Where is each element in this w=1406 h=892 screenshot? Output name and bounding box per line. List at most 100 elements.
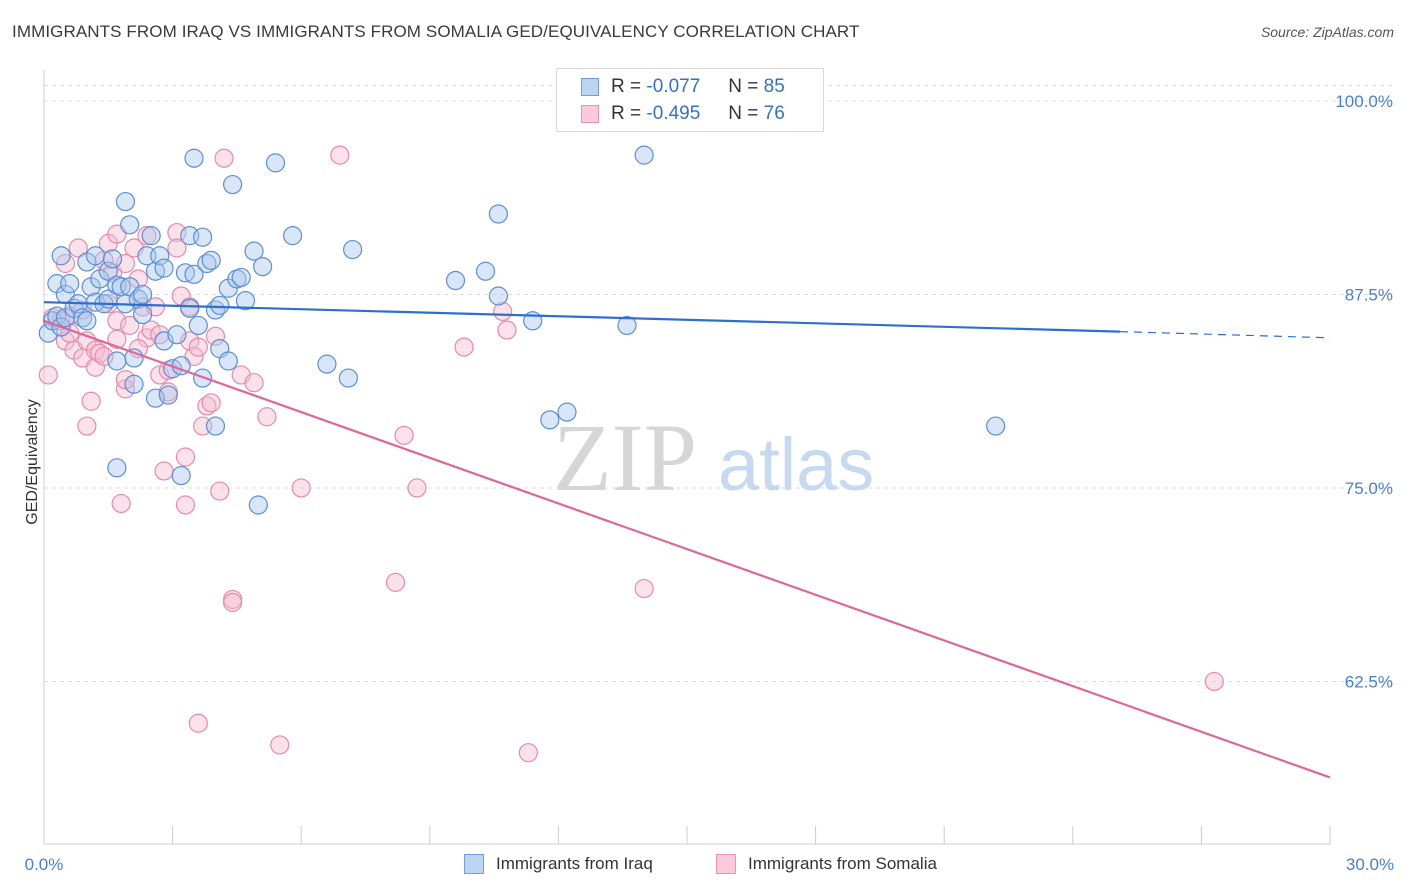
bottom-legend-somalia-label: Immigrants from Somalia (748, 854, 937, 873)
data-point (184, 264, 204, 284)
data-point (188, 337, 208, 357)
legend-r-label: R = (611, 103, 642, 124)
data-point (248, 495, 268, 515)
data-point (214, 148, 234, 168)
data-point (1204, 671, 1224, 692)
data-point (60, 274, 80, 294)
bottom-legend-iraq: Immigrants from Iraq (464, 852, 653, 876)
watermark-atlas: atlas (718, 423, 874, 506)
data-point (454, 337, 474, 357)
data-point (257, 407, 277, 427)
data-point (175, 447, 196, 467)
data-point (338, 368, 358, 388)
somalia-legend-icon (716, 854, 736, 874)
data-point (107, 311, 127, 331)
data-point (141, 320, 161, 340)
data-point (223, 174, 243, 195)
bottom-legend-somalia: Immigrants from Somalia (716, 852, 937, 876)
data-point (120, 215, 140, 235)
legend-r-value: -0.495 (646, 103, 701, 124)
axes (43, 70, 1331, 845)
data-point (201, 250, 221, 271)
data-point (407, 478, 427, 498)
data-point (205, 416, 226, 436)
iraq-trend-line (43, 301, 1120, 333)
legend-n-label: N = (728, 76, 759, 97)
data-point (111, 493, 131, 514)
watermark-zip: ZIP (553, 404, 697, 511)
somalia-trend-line (43, 319, 1331, 779)
legend-row-somalia: R = -0.495 N = 76 (581, 102, 785, 126)
data-point (137, 226, 157, 246)
data-point (180, 298, 200, 318)
correlation-legend: R = -0.077 N = 85 R = -0.495 N = 76 (556, 68, 824, 132)
data-point (488, 286, 508, 306)
data-point (98, 261, 118, 281)
data-point (205, 326, 226, 346)
x-tick-label: 30.0% (1346, 855, 1394, 874)
data-point (107, 351, 127, 371)
data-point (115, 370, 136, 390)
data-point (188, 315, 208, 336)
data-point (244, 373, 264, 393)
data-point (120, 315, 140, 336)
iraq-trend-extension (1119, 331, 1331, 339)
legend-n-label: N = (728, 103, 759, 124)
data-point (253, 256, 273, 277)
data-point (141, 226, 161, 246)
data-point (115, 253, 136, 274)
data-point (634, 145, 654, 165)
data-point (38, 365, 58, 385)
data-point (634, 578, 654, 599)
data-point (201, 393, 221, 413)
data-point (497, 320, 517, 340)
data-point (210, 295, 230, 315)
y-axis-label: GED/Equivalency (24, 399, 41, 524)
legend-n-value: 76 (763, 103, 785, 124)
data-point (223, 592, 243, 613)
data-point (171, 465, 191, 486)
watermark: ZIP atlas (553, 404, 874, 511)
data-point (77, 311, 97, 331)
data-point (518, 743, 538, 763)
data-point (150, 246, 170, 266)
data-point (244, 241, 264, 261)
data-point (317, 354, 337, 374)
data-point (330, 145, 350, 165)
tick-labels: 62.5% 75.0% 87.5% 100.0% 0.0% 30.0% (25, 92, 1394, 874)
data-point (81, 391, 101, 411)
data-point (102, 249, 123, 269)
data-point (193, 227, 213, 247)
iraq-legend-icon (464, 854, 484, 874)
source-label: Source: ZipAtlas.com (1260, 24, 1394, 40)
data-point (167, 325, 187, 345)
data-point (265, 153, 286, 173)
legend-n-value: 85 (763, 76, 785, 97)
chart-title: IMMIGRANTS FROM IRAQ VS IMMIGRANTS FROM … (12, 22, 860, 41)
data-point (445, 270, 466, 291)
data-point (132, 304, 153, 325)
data-point (85, 246, 106, 266)
data-point (77, 416, 97, 436)
data-point (385, 572, 406, 592)
data-point (188, 713, 208, 733)
data-point (158, 385, 178, 405)
data-point (154, 461, 174, 481)
data-point (154, 258, 174, 278)
data-point (107, 458, 127, 478)
data-point (283, 226, 303, 246)
data-point (94, 346, 114, 366)
data-point (488, 204, 508, 224)
iraq-swatch-icon (581, 78, 599, 96)
data-point (68, 238, 88, 258)
y-tick-label: 87.5% (1345, 285, 1393, 304)
data-point (394, 425, 414, 445)
bottom-legend-iraq-label: Immigrants from Iraq (496, 854, 653, 873)
data-point (986, 416, 1006, 436)
y-tick-label: 100.0% (1335, 92, 1393, 111)
data-point (493, 301, 513, 322)
trend-lines (43, 301, 1331, 779)
data-point (210, 481, 230, 501)
data-point (540, 410, 560, 430)
